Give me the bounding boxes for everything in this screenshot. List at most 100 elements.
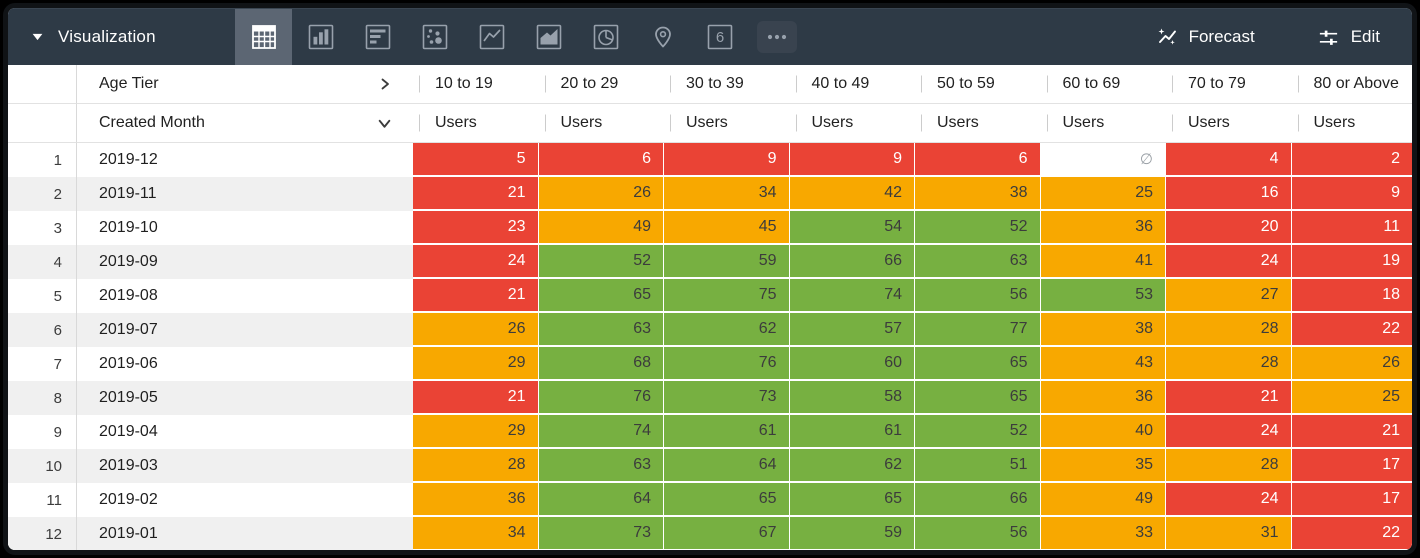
row-dimension-value[interactable]: 2019-11	[76, 177, 413, 211]
heatmap-cell[interactable]: 42	[789, 177, 915, 211]
pivot-value-header[interactable]: 70 to 79	[1166, 65, 1292, 104]
edit-button[interactable]: Edit	[1317, 9, 1380, 65]
heatmap-cell[interactable]: 21	[413, 177, 539, 211]
heatmap-cell[interactable]: 25	[1040, 177, 1166, 211]
heatmap-cell[interactable]: 53	[1040, 279, 1166, 313]
heatmap-cell[interactable]: 61	[664, 415, 790, 449]
heatmap-cell[interactable]: ∅	[1040, 143, 1166, 177]
heatmap-cell[interactable]: 28	[1166, 347, 1292, 381]
heatmap-cell[interactable]: 49	[538, 211, 664, 245]
heatmap-cell[interactable]: 51	[915, 449, 1041, 483]
heatmap-cell[interactable]: 56	[915, 517, 1041, 550]
viz-type-area-chart-button[interactable]	[520, 9, 577, 65]
heatmap-cell[interactable]: 68	[538, 347, 664, 381]
heatmap-cell[interactable]: 38	[915, 177, 1041, 211]
heatmap-cell[interactable]: 66	[915, 483, 1041, 517]
visualization-collapse-toggle[interactable]: Visualization	[8, 9, 235, 65]
heatmap-cell[interactable]: 65	[538, 279, 664, 313]
measure-header[interactable]: Users	[538, 104, 664, 143]
heatmap-cell[interactable]: 63	[915, 245, 1041, 279]
heatmap-cell[interactable]: 23	[413, 211, 539, 245]
row-field-header[interactable]: Created Month	[76, 104, 413, 143]
heatmap-cell[interactable]: 59	[664, 245, 790, 279]
heatmap-cell[interactable]: 73	[538, 517, 664, 550]
heatmap-cell[interactable]: 76	[664, 347, 790, 381]
row-dimension-value[interactable]: 2019-09	[76, 245, 413, 279]
heatmap-cell[interactable]: 21	[1166, 381, 1292, 415]
viz-type-line-chart-button[interactable]	[463, 9, 520, 65]
viz-type-table-button[interactable]	[235, 9, 292, 65]
measure-header[interactable]: Users	[1040, 104, 1166, 143]
row-dimension-value[interactable]: 2019-02	[76, 483, 413, 517]
heatmap-cell[interactable]: 16	[1166, 177, 1292, 211]
viz-type-map-button[interactable]	[634, 9, 691, 65]
heatmap-cell[interactable]: 59	[789, 517, 915, 550]
heatmap-cell[interactable]: 9	[1291, 177, 1412, 211]
heatmap-cell[interactable]: 17	[1291, 483, 1412, 517]
heatmap-cell[interactable]: 52	[538, 245, 664, 279]
heatmap-cell[interactable]: 28	[413, 449, 539, 483]
heatmap-cell[interactable]: 36	[1040, 211, 1166, 245]
viz-type-scatter-button[interactable]	[406, 9, 463, 65]
pivot-value-header[interactable]: 10 to 19	[413, 65, 539, 104]
heatmap-cell[interactable]: 62	[664, 313, 790, 347]
heatmap-cell[interactable]: 45	[664, 211, 790, 245]
heatmap-cell[interactable]: 28	[1166, 313, 1292, 347]
viz-type-more-button[interactable]	[748, 9, 805, 65]
heatmap-cell[interactable]: 38	[1040, 313, 1166, 347]
heatmap-cell[interactable]: 41	[1040, 245, 1166, 279]
heatmap-cell[interactable]: 36	[413, 483, 539, 517]
heatmap-cell[interactable]: 66	[789, 245, 915, 279]
heatmap-cell[interactable]: 6	[915, 143, 1041, 177]
heatmap-cell[interactable]: 33	[1040, 517, 1166, 550]
heatmap-cell[interactable]: 11	[1291, 211, 1412, 245]
row-dimension-value[interactable]: 2019-08	[76, 279, 413, 313]
heatmap-cell[interactable]: 58	[789, 381, 915, 415]
heatmap-cell[interactable]: 63	[538, 313, 664, 347]
heatmap-cell[interactable]: 27	[1166, 279, 1292, 313]
heatmap-cell[interactable]: 24	[1166, 483, 1292, 517]
row-dimension-value[interactable]: 2019-03	[76, 449, 413, 483]
pivot-value-header[interactable]: 50 to 59	[915, 65, 1041, 104]
pivot-value-header[interactable]: 20 to 29	[538, 65, 664, 104]
heatmap-cell[interactable]: 24	[413, 245, 539, 279]
heatmap-cell[interactable]: 49	[1040, 483, 1166, 517]
heatmap-cell[interactable]: 76	[538, 381, 664, 415]
heatmap-cell[interactable]: 54	[789, 211, 915, 245]
heatmap-cell[interactable]: 21	[413, 279, 539, 313]
measure-header[interactable]: Users	[915, 104, 1041, 143]
heatmap-cell[interactable]: 29	[413, 347, 539, 381]
viz-type-pie-chart-button[interactable]	[577, 9, 634, 65]
heatmap-cell[interactable]: 24	[1166, 245, 1292, 279]
heatmap-cell[interactable]: 64	[664, 449, 790, 483]
heatmap-cell[interactable]: 22	[1291, 313, 1412, 347]
heatmap-cell[interactable]: 2	[1291, 143, 1412, 177]
heatmap-cell[interactable]: 20	[1166, 211, 1292, 245]
heatmap-cell[interactable]: 34	[664, 177, 790, 211]
measure-header[interactable]: Users	[664, 104, 790, 143]
viz-type-column-chart-button[interactable]	[292, 9, 349, 65]
heatmap-cell[interactable]: 65	[789, 483, 915, 517]
pivot-value-header[interactable]: 40 to 49	[789, 65, 915, 104]
heatmap-cell[interactable]: 18	[1291, 279, 1412, 313]
heatmap-cell[interactable]: 73	[664, 381, 790, 415]
pivot-value-header[interactable]: 60 to 69	[1040, 65, 1166, 104]
heatmap-cell[interactable]: 52	[915, 415, 1041, 449]
row-dimension-value[interactable]: 2019-10	[76, 211, 413, 245]
heatmap-cell[interactable]: 28	[1166, 449, 1292, 483]
heatmap-cell[interactable]: 35	[1040, 449, 1166, 483]
heatmap-cell[interactable]: 17	[1291, 449, 1412, 483]
row-dimension-value[interactable]: 2019-04	[76, 415, 413, 449]
row-dimension-value[interactable]: 2019-05	[76, 381, 413, 415]
heatmap-cell[interactable]: 21	[1291, 415, 1412, 449]
heatmap-cell[interactable]: 67	[664, 517, 790, 550]
heatmap-cell[interactable]: 9	[664, 143, 790, 177]
heatmap-cell[interactable]: 62	[789, 449, 915, 483]
row-dimension-value[interactable]: 2019-07	[76, 313, 413, 347]
heatmap-cell[interactable]: 57	[789, 313, 915, 347]
heatmap-cell[interactable]: 26	[413, 313, 539, 347]
heatmap-cell[interactable]: 52	[915, 211, 1041, 245]
measure-header[interactable]: Users	[1291, 104, 1412, 143]
forecast-button[interactable]: Forecast	[1156, 9, 1255, 65]
row-dimension-value[interactable]: 2019-01	[76, 517, 413, 550]
